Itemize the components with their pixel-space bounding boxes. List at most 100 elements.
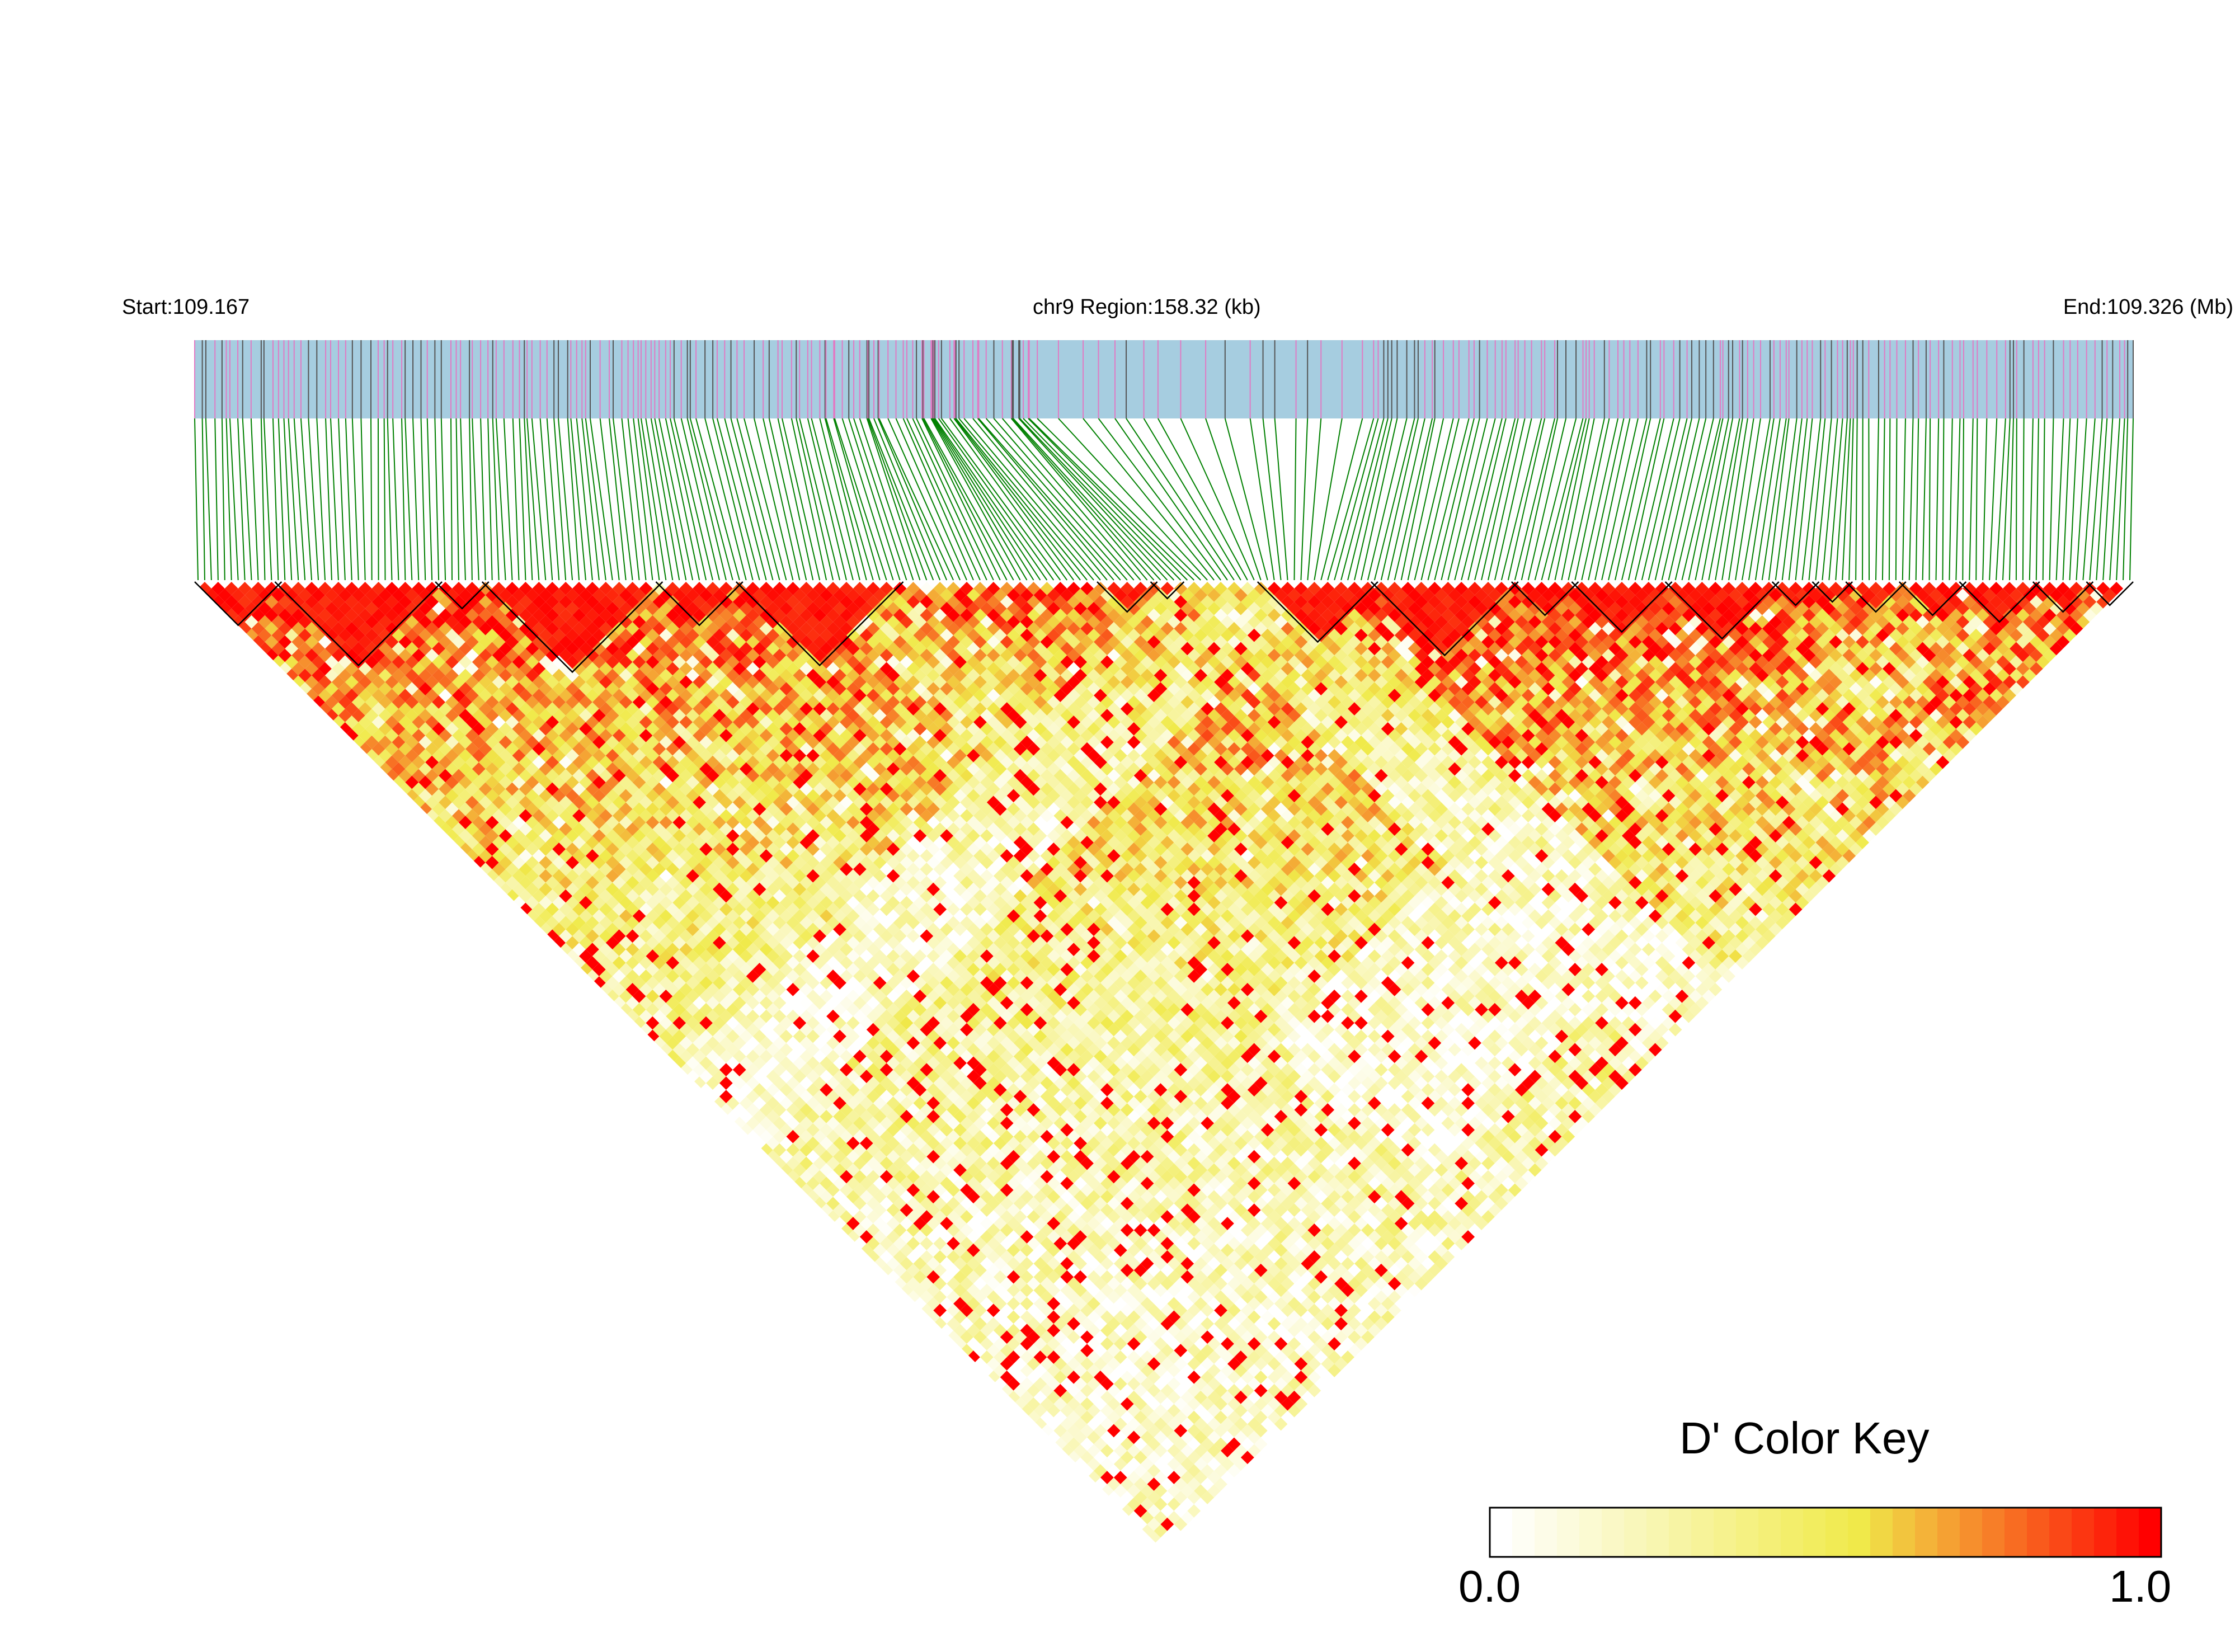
ld-cell <box>947 1223 961 1237</box>
ld-cell <box>539 722 553 736</box>
ld-cell <box>398 582 412 595</box>
ld-cell <box>358 608 372 622</box>
ld-cell <box>1047 1417 1061 1431</box>
ld-cell <box>679 996 693 1010</box>
ld-cell <box>732 1076 746 1090</box>
ld-cell <box>973 1344 987 1357</box>
ld-cell <box>926 1243 940 1257</box>
ld-cell <box>312 682 325 696</box>
ld-cell <box>585 849 599 863</box>
snp-connector <box>1949 418 1953 581</box>
ld-cell <box>826 1116 840 1130</box>
snp-connector <box>695 418 740 581</box>
snp-connector <box>576 418 593 581</box>
ld-cell <box>552 802 566 816</box>
snp-connector <box>512 418 520 581</box>
ld-cell <box>605 923 619 936</box>
ld-cell <box>478 755 492 769</box>
snp-connector <box>977 418 1114 581</box>
ld-cell <box>398 689 412 703</box>
ld-cell <box>478 769 492 783</box>
ld-cell <box>1067 1370 1081 1384</box>
snp-connector <box>1681 418 1721 581</box>
ld-cell <box>1227 1424 1241 1438</box>
ld-cell <box>398 728 412 742</box>
snp-connector <box>1828 418 1843 581</box>
ld-cell <box>632 989 646 1003</box>
ld-cell <box>505 849 519 863</box>
snp-connector <box>288 418 299 581</box>
ld-cell <box>472 682 486 696</box>
snp-connector <box>1098 418 1221 581</box>
ld-cell <box>539 869 553 883</box>
ld-cell <box>285 642 299 656</box>
ld-cell <box>826 1197 840 1211</box>
ld-cell <box>552 735 566 749</box>
snp-connector <box>1340 418 1385 581</box>
ld-cell <box>412 742 426 756</box>
ld-cell <box>706 876 719 889</box>
ld-cell <box>706 1049 719 1063</box>
snp-connector <box>1888 418 1891 581</box>
ld-cell <box>458 628 472 642</box>
ld-cell <box>679 902 693 916</box>
ld-cell <box>706 1063 719 1077</box>
ld-cell <box>258 615 272 629</box>
snp-connector <box>1862 418 1864 581</box>
snp-connector <box>1561 418 1595 581</box>
ld-cell <box>1120 1370 1134 1384</box>
ld-cell <box>418 615 432 629</box>
ld-cell <box>552 882 566 896</box>
snp-connector <box>434 418 440 581</box>
ld-cell <box>505 715 519 729</box>
ld-cell <box>532 836 546 849</box>
ld-cell <box>432 722 446 736</box>
ld-cell <box>779 1029 793 1043</box>
ld-cell <box>445 722 459 736</box>
ld-cell <box>432 762 446 776</box>
ld-cell <box>478 836 492 849</box>
ld-cell <box>338 669 352 683</box>
snp-connector <box>1842 418 1851 581</box>
snp-connector <box>867 418 928 581</box>
ld-cell <box>371 648 385 662</box>
ld-cell <box>853 1170 867 1184</box>
ld-cell <box>458 775 472 789</box>
ld-cell <box>993 1203 1007 1217</box>
ld-cell <box>605 842 619 856</box>
ld-cell <box>973 1330 987 1344</box>
ld-cell <box>258 628 272 642</box>
ld-cell <box>398 755 412 769</box>
ld-cell <box>312 628 325 642</box>
ld-cell <box>539 762 553 776</box>
ld-cell <box>1120 1330 1134 1344</box>
snp-connector <box>782 418 821 581</box>
ld-cell <box>799 1090 813 1103</box>
region-start-label: Start:109.167 <box>122 295 250 319</box>
ld-cell <box>1227 1464 1241 1478</box>
ld-cell <box>505 728 519 742</box>
ld-cell <box>1020 1256 1034 1270</box>
ld-cell <box>478 702 492 716</box>
snp-connector <box>972 418 1108 581</box>
ld-cell <box>732 929 746 943</box>
ld-cell <box>1047 1256 1061 1270</box>
ld-cell <box>605 829 619 843</box>
snp-connector <box>1019 418 1175 581</box>
ld-cell <box>826 1049 840 1063</box>
ld-cell <box>432 615 446 629</box>
ld-cell <box>853 1197 867 1211</box>
ld-cell <box>492 836 506 849</box>
ld-cell <box>1094 1370 1107 1384</box>
ld-cell <box>492 689 506 703</box>
ld-cell <box>679 916 693 930</box>
snp-connector <box>1474 418 1516 581</box>
ld-cell <box>799 1129 813 1143</box>
snp-connector <box>658 418 694 581</box>
ld-cell <box>1047 1297 1061 1311</box>
snp-connector <box>1781 418 1803 581</box>
ld-cell <box>338 642 352 656</box>
snp-connector <box>853 418 907 581</box>
ld-cell <box>826 1009 840 1023</box>
ld-cell <box>926 1283 940 1297</box>
